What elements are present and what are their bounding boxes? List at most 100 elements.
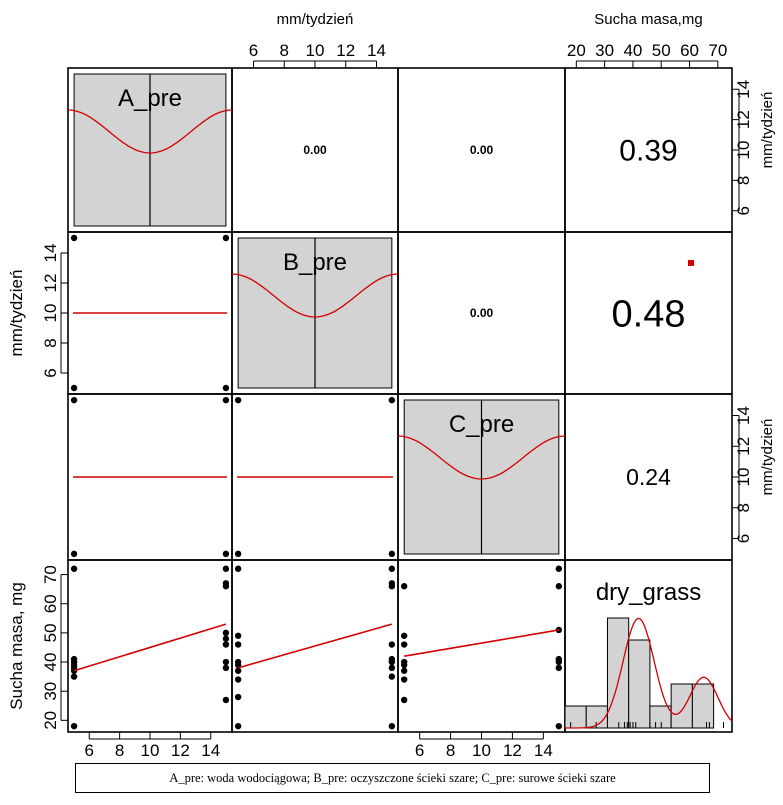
tick-label: 14 xyxy=(41,244,60,263)
scatter-point xyxy=(400,667,408,674)
scatter-point xyxy=(222,550,230,558)
hist-bar-dry_grass xyxy=(670,683,693,729)
scatter-point xyxy=(222,580,230,587)
scatter-point xyxy=(222,641,230,648)
scatter-point xyxy=(70,550,78,558)
tick-label: 14 xyxy=(367,41,386,60)
scatter-point xyxy=(388,565,396,572)
tick-label: 10 xyxy=(734,468,753,487)
tick-label: 8 xyxy=(734,176,753,185)
scatter-point xyxy=(388,550,396,558)
fit-line xyxy=(73,623,227,672)
scatter-point xyxy=(70,722,78,730)
tick-label: 12 xyxy=(41,274,60,293)
scatter-point xyxy=(388,655,396,663)
scatter-point xyxy=(222,635,230,642)
scatter-point xyxy=(400,641,408,648)
density-curve-C_pre xyxy=(397,435,566,480)
scatter-point xyxy=(222,696,230,704)
scatter-point xyxy=(555,655,563,663)
scatter-point xyxy=(222,664,230,672)
correlation-value: 0.24 xyxy=(626,464,671,490)
panel-frame-3-0 xyxy=(67,559,233,733)
scatter-point xyxy=(222,234,230,242)
correlation-value: 0.39 xyxy=(619,135,677,168)
tick-label: 6 xyxy=(734,534,753,543)
scatter-point xyxy=(234,632,242,639)
scatter-point xyxy=(555,664,563,672)
correlation-value: 0.48 xyxy=(612,293,686,335)
fit-line xyxy=(237,623,393,669)
scatter-point xyxy=(388,722,396,730)
figure-caption: A_pre: woda wodociągowa; B_pre: oczyszcz… xyxy=(75,763,710,793)
scatter-point xyxy=(70,655,78,663)
tick-label: 70 xyxy=(41,565,60,584)
scatter-point xyxy=(400,658,408,666)
axis-label: mm/tydzień xyxy=(277,11,354,28)
scatter-point xyxy=(388,396,396,404)
tick-label: 10 xyxy=(306,41,325,60)
density-curve-B_pre xyxy=(231,273,399,318)
scatter-point xyxy=(234,565,242,572)
tick-label: 12 xyxy=(336,41,355,60)
scatter-point xyxy=(555,583,563,590)
scatter-point xyxy=(234,396,242,404)
scatter-point xyxy=(70,565,78,572)
scatter-point xyxy=(234,676,242,683)
tick-label: 30 xyxy=(595,41,614,60)
pairs-chart-svg: A_pre B_pre C_pre dry_grass 0.00 0.00 0.39 0.00… xyxy=(7,11,776,777)
scatter-point xyxy=(400,696,408,704)
tick-label: 50 xyxy=(652,41,671,60)
scatter-point xyxy=(400,632,408,639)
tick-label: 70 xyxy=(708,41,727,60)
scatter-point xyxy=(388,580,396,587)
axis-label: mm/tydzień xyxy=(438,758,525,760)
scatter-point xyxy=(234,667,242,674)
axis-label: mm/tydzień xyxy=(759,92,776,169)
hist-bar-dry_grass xyxy=(691,683,715,729)
scatter-point xyxy=(234,658,242,666)
scatter-point xyxy=(388,664,396,672)
scatter-point xyxy=(234,722,242,730)
panel-frame-3-2 xyxy=(397,559,566,733)
tick-label: 8 xyxy=(446,741,455,760)
scatter-point xyxy=(400,676,408,683)
tick-label: 12 xyxy=(503,741,522,760)
hist-bar-dry_grass xyxy=(628,639,651,729)
scatter-point xyxy=(234,693,242,701)
tick-label: 14 xyxy=(201,741,220,760)
tick-label: 6 xyxy=(85,741,94,760)
panel-frame-3-3 xyxy=(564,559,733,733)
tick-label: 6 xyxy=(41,368,60,377)
axis-label: Sucha masa, mg xyxy=(7,582,26,710)
axis-label: Sucha masa,mg xyxy=(594,11,702,28)
scatter-point xyxy=(234,641,242,648)
hist-bar-dry_grass xyxy=(649,705,672,729)
tick-label: 60 xyxy=(680,41,699,60)
density-curve-A_pre xyxy=(67,109,233,154)
tick-label: 10 xyxy=(41,304,60,323)
tick-label: 30 xyxy=(41,682,60,701)
scatter-point xyxy=(222,565,230,572)
scatter-point xyxy=(555,565,563,572)
tick-label: 6 xyxy=(249,41,258,60)
scatter-point xyxy=(70,234,78,242)
tick-label: 6 xyxy=(415,741,424,760)
axis-label: mm/tydzień xyxy=(107,758,194,760)
hist-bar-dry_grass xyxy=(564,705,587,729)
tick-label: 8 xyxy=(734,503,753,512)
tick-label: 10 xyxy=(734,141,753,160)
scatter-point xyxy=(555,722,563,730)
significance-mark xyxy=(688,260,694,266)
hist-bar-dry_grass xyxy=(606,617,630,729)
correlation-value: 0.00 xyxy=(470,306,494,320)
tick-label: 12 xyxy=(734,437,753,456)
diag-label-dry_grass: dry_grass xyxy=(596,579,701,606)
scatter-point xyxy=(222,384,230,392)
tick-label: 10 xyxy=(141,741,160,760)
correlation-value: 0.00 xyxy=(470,143,494,157)
scatter-point xyxy=(388,673,396,680)
tick-label: 20 xyxy=(567,41,586,60)
tick-label: 40 xyxy=(41,653,60,672)
